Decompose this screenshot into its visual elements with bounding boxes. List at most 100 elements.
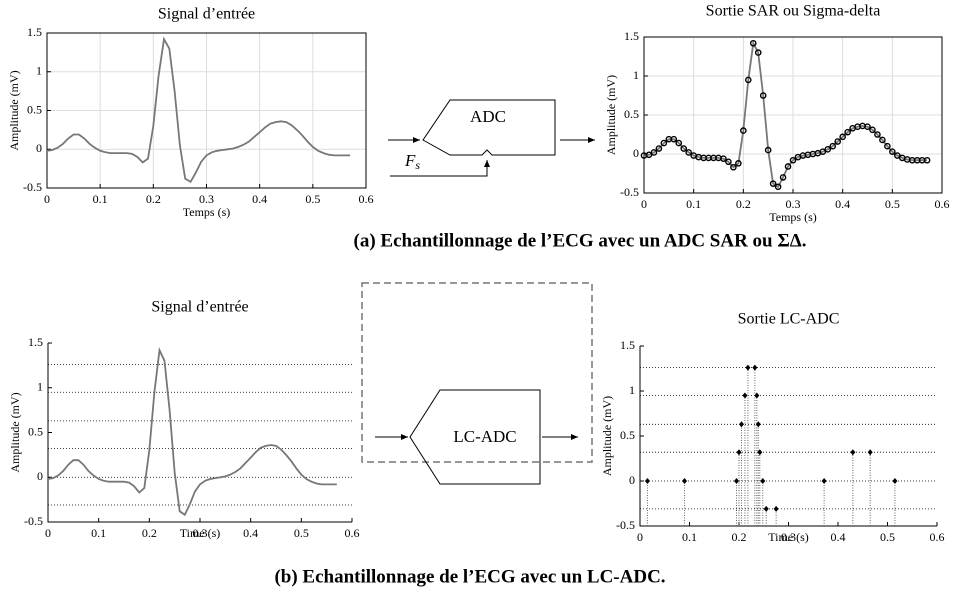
x-axis-label: Temps (s) <box>183 205 230 219</box>
sample-marker <box>725 158 732 166</box>
sample-marker <box>720 155 727 162</box>
sample-marker <box>675 139 683 147</box>
x-tick-label: 0.1 <box>93 192 108 206</box>
sample-marker <box>730 163 737 171</box>
sample-marker <box>685 149 693 156</box>
sample-marker <box>650 149 658 156</box>
y-tick-label: 0 <box>633 146 639 160</box>
sample-marker <box>764 146 772 154</box>
caption: (b) Echantillonnage de l’ECG avec un LC-… <box>274 566 665 587</box>
x-axis-label: Temps (s) <box>769 210 816 224</box>
sample-marker <box>774 183 782 191</box>
sample-marker <box>754 392 760 399</box>
x-axis-label: Time (s) <box>180 526 221 540</box>
adc-block <box>422 99 556 156</box>
x-tick-label: 0.2 <box>142 526 157 540</box>
lcadc-diagram <box>361 282 593 485</box>
y-tick-label: 0.5 <box>620 428 635 442</box>
lcadc-block <box>409 389 541 485</box>
sample-marker <box>745 76 752 84</box>
fs: F <box>404 151 416 170</box>
x-tick-label: 0.5 <box>880 530 895 544</box>
plot-frame <box>46 32 367 189</box>
y-axis-label: Amplitude (mV) <box>600 396 614 476</box>
sample-marker <box>923 156 931 164</box>
sample-marker <box>892 478 898 484</box>
caption: (a) Echantillonnage de l’ECG avec un ADC… <box>354 230 807 251</box>
fs-sub: s <box>415 158 420 172</box>
sample-marker <box>829 142 837 150</box>
sample-marker <box>754 49 762 56</box>
block-label: ADC <box>470 107 506 126</box>
sample-marker <box>850 449 856 456</box>
x-tick-label: 0.5 <box>294 526 309 540</box>
axes <box>639 346 937 527</box>
sample-marker <box>839 133 846 141</box>
x-tick-label: 0 <box>641 197 647 211</box>
y-tick-label: 0.5 <box>624 107 639 121</box>
sample-marker <box>759 92 767 99</box>
sample-marker <box>869 126 876 134</box>
y-tick-label: 1 <box>633 68 639 82</box>
sample-marker <box>779 174 787 181</box>
x-tick-label: 0 <box>44 192 50 206</box>
x-tick-label: 0.6 <box>935 197 950 211</box>
sample-marker <box>834 138 842 145</box>
x-tick-label: 0.1 <box>91 526 106 540</box>
y-tick-label: 1.5 <box>624 29 639 43</box>
x-tick-label: 0.2 <box>736 197 751 211</box>
sample-marker <box>755 421 761 428</box>
x-tick-label: 0.2 <box>732 530 747 544</box>
sample-marker <box>660 139 668 147</box>
x-axis-label: Time (s) <box>768 530 809 544</box>
sample-marker <box>763 505 769 512</box>
block-label: LC-ADC <box>453 427 516 446</box>
sample-marker <box>682 478 688 484</box>
sample-marker <box>745 364 751 371</box>
sample-marker <box>734 478 740 484</box>
x-tick-label: 0 <box>637 530 643 544</box>
y-tick-label: 0.5 <box>27 102 42 116</box>
chart-title: Sortie LC-ADC <box>738 311 840 328</box>
signal-line <box>46 36 351 184</box>
signal-line <box>47 346 337 517</box>
sample-marker <box>879 136 886 144</box>
sample-marker <box>889 148 896 155</box>
x-tick-label: 0.5 <box>305 192 320 206</box>
sample-marker <box>752 364 758 371</box>
sample-marker <box>864 123 871 130</box>
sample-marker <box>789 156 797 164</box>
y-tick-label: 1 <box>36 64 42 78</box>
sample-marker <box>645 151 653 159</box>
chart-title: Signal d’entrée <box>158 6 255 23</box>
y-axis-label: Amplitude (mV) <box>8 392 22 472</box>
y-tick-label: 0 <box>36 141 42 155</box>
x-tick-label: 0.3 <box>199 192 214 206</box>
chart-title: Signal d’entrée <box>151 299 248 316</box>
plot-frame <box>643 36 943 194</box>
x-tick-label: 0.5 <box>885 197 900 211</box>
sample-marker <box>824 146 832 153</box>
sample-marker <box>773 505 779 512</box>
sample-marker <box>874 131 881 138</box>
x-tick-label: 0.4 <box>243 526 258 540</box>
y-tick-label: 0 <box>629 473 635 487</box>
sample-marker <box>742 392 748 399</box>
y-axis-label: Amplitude (mV) <box>7 70 21 150</box>
chart-title: Sortie SAR ou Sigma-delta <box>706 3 881 20</box>
sample-marker <box>884 142 891 150</box>
sample-marker <box>757 449 763 456</box>
clock-arrow <box>390 160 490 177</box>
sample-marker <box>644 478 650 484</box>
y-tick-label: 0 <box>37 469 43 483</box>
sample-marker <box>819 148 827 155</box>
y-tick-label: 0.5 <box>28 424 43 438</box>
x-tick-label: 0.1 <box>682 530 697 544</box>
x-tick-label: 0.6 <box>345 526 360 540</box>
dashed-box <box>361 282 593 463</box>
x-tick-label: 0.6 <box>359 192 374 206</box>
y-tick-label: -0.5 <box>24 514 43 528</box>
axes <box>47 343 352 523</box>
x-tick-label: 0.3 <box>781 530 796 544</box>
fs-label: Fs <box>404 151 420 172</box>
